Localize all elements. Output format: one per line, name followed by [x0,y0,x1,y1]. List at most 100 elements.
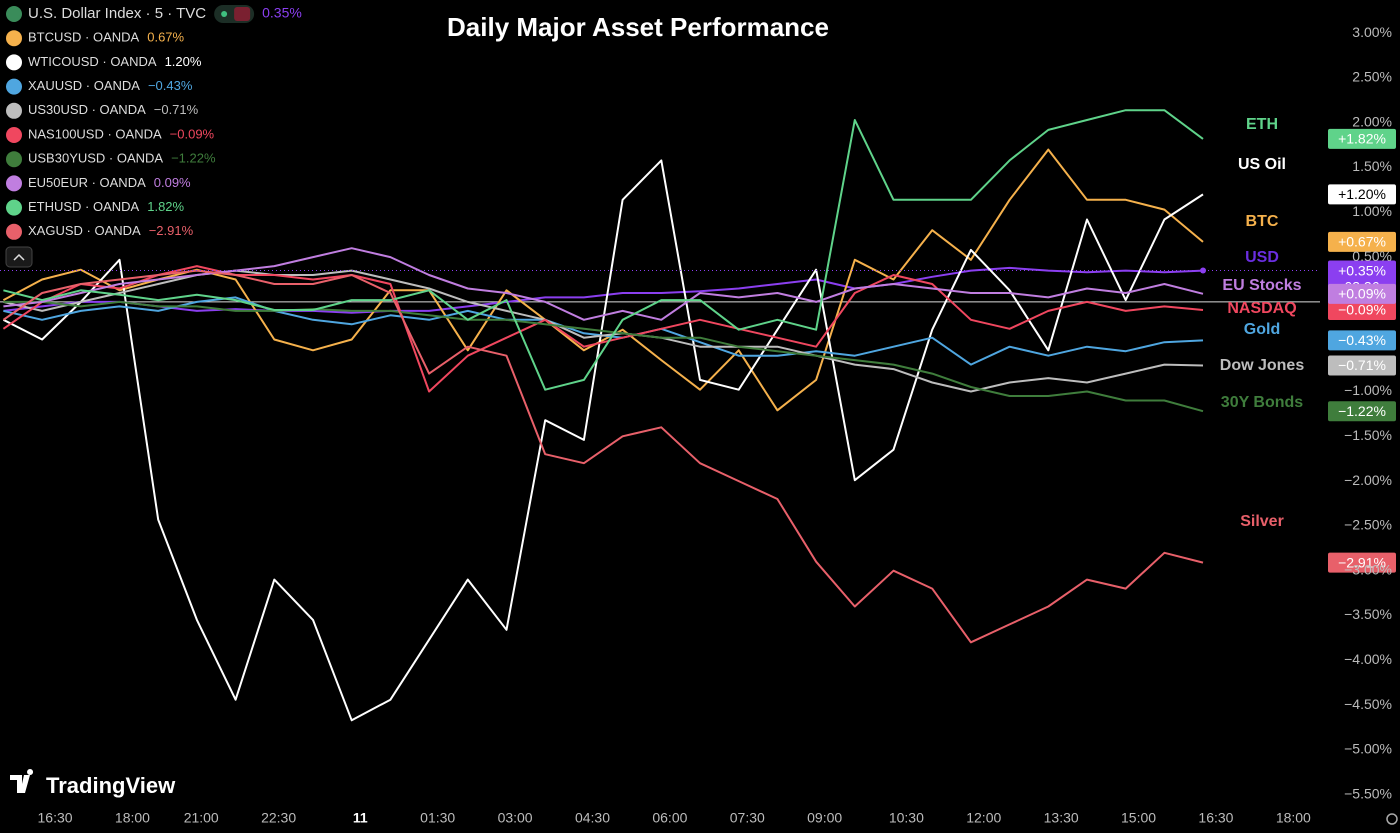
x-tick-label: 21:00 [184,810,219,826]
price-badge-label: −0.43% [1338,332,1386,348]
legend-label: USB30YUSD · OANDA [28,151,163,166]
legend-value: −0.43% [148,78,193,93]
x-tick-label: 03:00 [498,810,533,826]
x-tick-label: 07:30 [730,810,765,826]
x-tick-label: 18:00 [115,810,150,826]
price-badge [1328,128,1396,149]
legend-value: 1.20% [165,54,202,69]
series-line [3,247,1204,321]
legend-value: 0.09% [154,175,191,190]
series-label: US Oil [1238,156,1286,173]
legend-icon [6,223,22,240]
legend-value: 0.67% [147,30,184,45]
x-tick-label: 13:30 [1044,810,1079,826]
x-tick-label: 12:00 [966,810,1001,826]
y-tick-label: −1.50% [1344,427,1392,443]
series-label: Silver [1240,513,1284,530]
y-tick-label: −1.00% [1344,382,1392,398]
legend-value: 0.35% [262,5,302,21]
price-badge-label: +0.35% [1338,262,1386,278]
price-badge [1328,330,1396,351]
series-label: USD [1245,249,1279,266]
series-label: EU Stocks [1222,277,1301,294]
price-badge [1328,283,1396,304]
legend-icon [6,78,22,95]
x-tick-label: 11 [353,810,368,826]
legend-value: −1.22% [171,151,216,166]
y-tick-label: 3.00% [1352,24,1392,40]
settings-icon[interactable] [1386,813,1398,825]
legend-icon [6,102,22,119]
legend-label: XAUUSD · OANDA [28,78,140,93]
legend-icon [6,30,22,47]
y-tick-label: −3.50% [1344,606,1392,622]
x-tick-label: 22:30 [261,810,296,826]
y-tick-label: −2.50% [1344,517,1392,533]
price-badge [1328,184,1396,205]
grid-layer [0,32,1324,806]
legend-icon [6,175,22,192]
collapse-icon [13,253,25,261]
price-badge-label: +1.20% [1338,186,1386,202]
legend-label: US30USD · OANDA [28,102,146,117]
y-tick-label: −5.50% [1344,785,1392,801]
price-badge [1328,355,1396,376]
series-label: NASDAQ [1227,300,1296,317]
legend-icon [6,6,22,22]
legend-label: XAGUSD · OANDA [28,223,141,238]
legend-value: 1.82% [147,199,184,214]
x-tick-label: 10:30 [889,810,924,826]
series-label: Gold [1244,321,1280,338]
y-tick-label: −2.00% [1344,472,1392,488]
legend-value: −2.91% [149,223,194,238]
lines-layer [2,109,1204,722]
current-point [1200,267,1207,274]
legend-label: U.S. Dollar Index · 5 · TVC [28,5,206,22]
price-badge-label: −0.09% [1338,302,1386,318]
legend-label: BTCUSD · OANDA [28,30,140,45]
legend-value: −0.09% [170,126,215,141]
price-badge [1328,552,1396,573]
series-line [3,300,1204,413]
price-badge-label: +0.67% [1338,234,1386,250]
series-label: BTC [1246,213,1279,230]
y-tick-label: −4.00% [1344,651,1392,667]
legend-icon [6,199,22,216]
y-tick-label: 1.50% [1352,158,1392,174]
series-line [2,159,1204,722]
x-tick-label: 15:00 [1121,810,1156,826]
legend-label: NAS100USD · OANDA [28,126,162,141]
price-badge-label: −0.71% [1338,357,1386,373]
collapse-button[interactable] [5,246,33,268]
x-tick-label: 04:30 [575,810,610,826]
x-tick-label: 09:00 [807,810,842,826]
legend-icon [6,151,22,168]
overlay-layer: USD+0.35%03:26BTC+0.67%US Oil+1.20%Gold−… [0,116,1396,573]
series-line [3,109,1204,391]
x-tick-label: 16:30 [1198,810,1233,826]
y-tick-label: −4.50% [1344,696,1392,712]
y-tick-label: 2.00% [1352,113,1392,129]
watermark: TradingView [46,773,176,798]
status-flag [234,7,251,21]
y-tick-label: −5.00% [1344,741,1392,757]
legend-label: ETHUSD · OANDA [28,199,140,214]
price-badge-label: −1.22% [1338,403,1386,419]
y-tick-label: 2.50% [1352,69,1392,85]
legend-icon [6,127,22,143]
series-label: ETH [1246,116,1278,133]
legend-label: EU50EUR · OANDA [28,175,146,190]
series-label: Dow Jones [1220,357,1305,374]
price-badge-label: +1.82% [1338,131,1386,147]
series-line [3,266,1204,314]
price-badge [1328,231,1396,252]
series-label: 30Y Bonds [1221,394,1304,411]
legend-label: WTICOUSD · OANDA [28,54,157,69]
series-line [2,265,1204,393]
series-line [2,269,1204,644]
y-tick-label: 1.00% [1352,203,1392,219]
status-dot [221,11,228,17]
y-tick-label: −3.00% [1344,561,1392,577]
y-tick-label: 0.50% [1352,248,1392,264]
